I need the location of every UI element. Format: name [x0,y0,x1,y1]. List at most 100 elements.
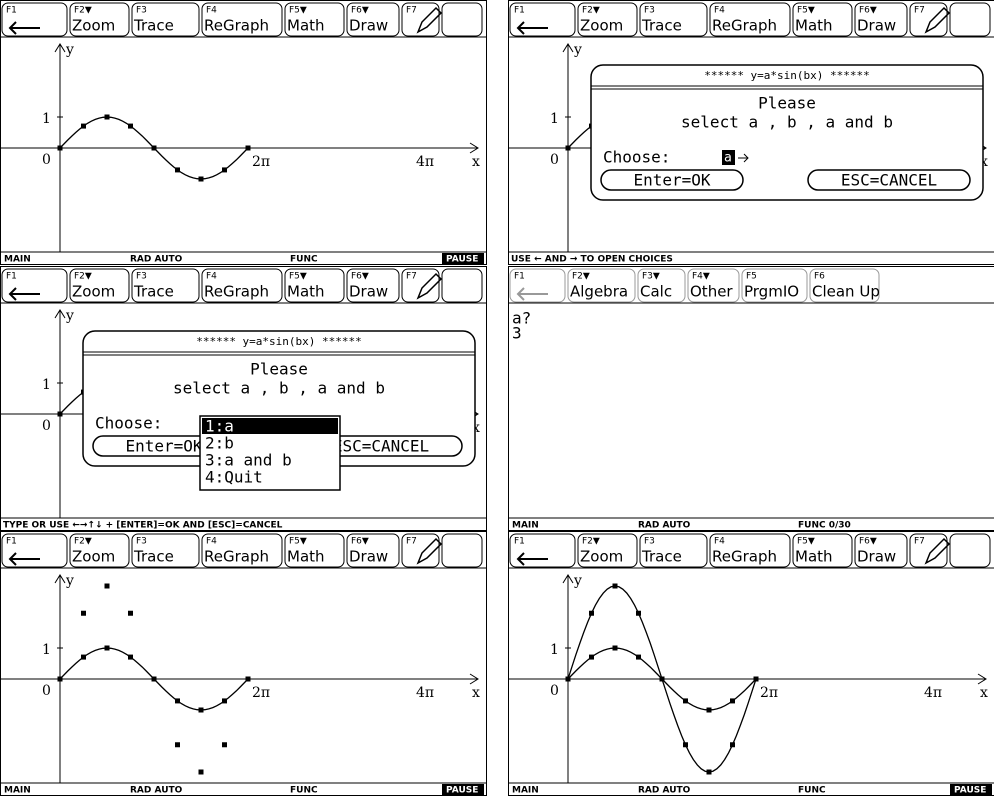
toolbar-key: F6▼ [351,537,369,547]
plot-point [58,412,63,417]
plot-point [589,611,594,616]
toolbar-key: F2▼ [74,537,92,547]
toolbar-label: Trace [641,548,682,566]
status-text: TYPE OR USE ←→↑↓ + [ENTER]=OK AND [ESC]=… [3,521,283,531]
status-text: PAUSE [446,255,478,265]
plot-point [199,770,204,775]
toolbar-label: ReGraph [204,283,269,301]
x-tick-label: 4π [924,685,942,701]
toolbar-key: F3▼ [642,272,660,282]
screen: F1F2▼ZoomF3TraceF4ReGraphF5▼MathF6▼DrawF… [0,1,487,265]
plot-point [128,124,133,129]
toolbar-label: Draw [349,548,388,566]
toolbar-label: Trace [133,283,174,301]
toolbar-label: PrgmIO [744,283,799,301]
unit-label: 1 [42,642,51,658]
toolbar-key: F5 [746,272,757,282]
plot-point [636,611,641,616]
toolbar-key: F7 [914,537,925,547]
history-line: 3 [512,324,522,343]
screenshots: F1F2▼ZoomF3TraceF4ReGraphF5▼MathF6▼DrawF… [0,0,994,796]
toolbar-key: F6▼ [859,6,877,16]
plot-point [105,115,110,120]
toolbar-label: ReGraph [712,548,777,566]
plot-point [81,655,86,660]
dialog-text: select a , b , a and b [681,113,893,132]
unit-label: 1 [550,642,559,658]
toolbar-key: F2▼ [582,6,600,16]
plot-point [175,167,180,172]
toolbar-key: F7 [406,537,417,547]
origin-label: 0 [42,418,51,434]
plot-point [222,698,227,703]
toolbar-tab[interactable] [442,534,482,567]
plot-point [636,655,641,660]
toolbar-label: Zoom [72,17,115,35]
toolbar-label: Calc [640,283,672,301]
toolbar-label: Trace [641,17,682,35]
toolbar-label: ReGraph [204,17,269,35]
toolbar-label: Zoom [72,283,115,301]
toolbar-tab[interactable] [950,534,990,567]
status-text: MAIN [4,255,31,265]
toolbar-label: Draw [349,17,388,35]
plot-point [128,655,133,660]
toolbar-label: Algebra [570,283,628,301]
toolbar-key: F4▼ [692,272,710,282]
toolbar-key: F4 [206,537,217,547]
dialog-title: ****** y=a*sin(bx) ****** [196,335,362,348]
toolbar-key: F5▼ [797,6,815,16]
dialog-prompt: Choose: [95,414,162,433]
origin-label: 0 [550,152,559,168]
plot-point [613,584,618,589]
toolbar-key: F2▼ [74,6,92,16]
toolbar-key: F6▼ [351,272,369,282]
x-tick-label: 4π [416,154,434,170]
toolbar-key: F4 [714,537,725,547]
status-text: PAUSE [954,786,986,796]
toolbar-label: Other [690,283,733,301]
toolbar-key: F7 [406,6,417,16]
toolbar-tab[interactable] [442,3,482,36]
y-axis-label: y [65,42,74,58]
toolbar-label: Clean Up [812,283,880,301]
toolbar-key: F4 [714,6,725,16]
toolbar-tab[interactable] [950,3,990,36]
toolbar-label: Zoom [580,17,623,35]
toolbar-key: F5▼ [797,537,815,547]
x-axis-label: x [472,154,480,170]
status-text: RAD AUTO [638,786,691,796]
toolbar-key: F3 [644,6,655,16]
toolbar-label: Draw [349,283,388,301]
plot-point [246,677,251,682]
status-text: FUNC 0/30 [798,521,851,531]
dialog-button-label: ESC=CANCEL [333,437,429,456]
x-tick-label: 2π [252,154,270,170]
x-tick-label: 2π [252,685,270,701]
screen: F1F2▼ZoomF3TraceF4ReGraphF5▼MathF6▼DrawF… [0,532,487,796]
toolbar-key: F5▼ [289,537,307,547]
screen: F1F2▼ZoomF3TraceF4ReGraphF5▼MathF6▼DrawF… [508,1,994,265]
status-text: RAD AUTO [638,521,691,531]
menu-item[interactable]: 4:Quit [205,468,263,487]
screen-border [509,532,994,796]
dialog-text: Please [758,94,816,113]
plot-point [730,742,735,747]
choice-value: a [724,151,732,166]
toolbar-key: F7 [406,272,417,282]
plot-point [566,146,571,151]
toolbar-label: Math [795,548,833,566]
toolbar-tab[interactable] [442,269,482,302]
plot-point [683,742,688,747]
toolbar-key: F4 [206,272,217,282]
screen-border [1,1,487,265]
status-text: MAIN [512,521,539,531]
toolbar-key: F2▼ [74,272,92,282]
dialog-prompt: Choose: [603,148,670,167]
toolbar-label: Zoom [580,548,623,566]
toolbar-key: F6 [814,272,825,282]
unit-label: 1 [42,377,51,393]
status-text: FUNC [290,786,318,796]
toolbar-key: F3 [644,537,655,547]
plot-point [105,646,110,651]
